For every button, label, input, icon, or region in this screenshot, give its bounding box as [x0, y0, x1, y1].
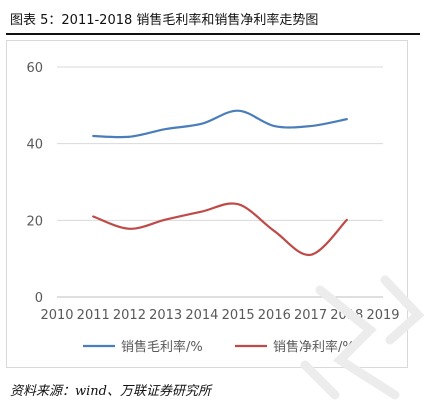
y-tick-label: 0	[35, 291, 43, 306]
x-tick-label: 2010	[40, 308, 73, 323]
y-tick-label: 60	[26, 61, 43, 76]
x-axis-ticks: 2010 2011 2012 2013 2014 2015 2016 2017 2018 2019	[40, 308, 399, 323]
legend-label: 销售净利率/%	[273, 339, 355, 355]
line-chart: 0 20 40 60 2010 2011 2012 2013 2014 2015 2016 2017…	[26, 61, 399, 355]
series-line-net-margin	[92, 202, 348, 256]
series-lines	[92, 109, 348, 256]
x-tick-label: 2014	[185, 308, 218, 323]
figure-title: 图表 5：2011-2018 销售毛利率和销售净利率走势图	[10, 13, 319, 28]
x-tick-label: 2012	[113, 308, 146, 323]
y-axis-ticks: 0 20 40 60	[26, 61, 43, 306]
x-tick-label: 2019	[366, 308, 399, 323]
x-tick-label: 2011	[77, 308, 110, 323]
x-tick-label: 2016	[258, 308, 291, 323]
series-line-gross-margin	[92, 109, 348, 139]
y-tick-label: 40	[26, 138, 43, 153]
legend: 销售毛利率/% 销售净利率/%	[83, 339, 355, 355]
legend-label: 销售毛利率/%	[121, 339, 203, 355]
chart-frame: 0 20 40 60 2010 2011 2012 2013 2014 2015 2016 2017…	[6, 40, 408, 368]
x-tick-label: 2018	[330, 308, 363, 323]
grid-lines	[57, 66, 383, 298]
x-tick-label: 2017	[294, 308, 327, 323]
x-tick-label: 2015	[222, 308, 255, 323]
x-tick-label: 2013	[149, 308, 182, 323]
source-note: 资料来源：wind、万联证券研究所	[10, 384, 211, 399]
title-underline	[6, 33, 420, 35]
figure-title-bar: 图表 5：2011-2018 销售毛利率和销售净利率走势图	[6, 6, 420, 35]
y-tick-label: 20	[26, 214, 43, 229]
